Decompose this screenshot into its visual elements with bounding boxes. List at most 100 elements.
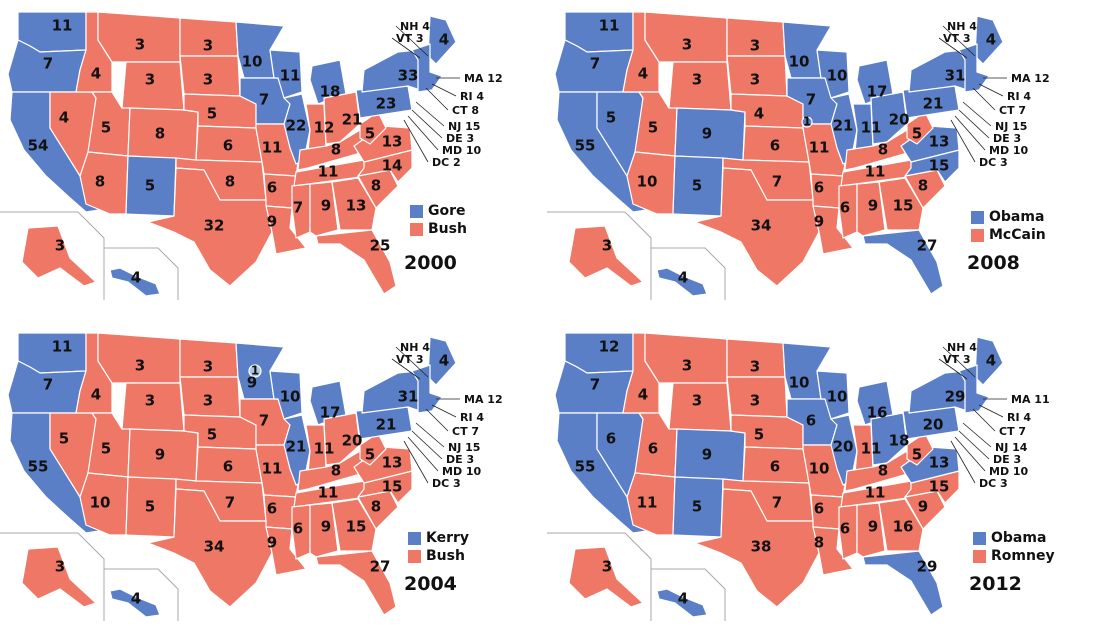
state-ga[interactable] bbox=[878, 498, 924, 552]
state-ga[interactable] bbox=[878, 177, 924, 231]
state-nc[interactable] bbox=[357, 149, 413, 183]
callout-label: RI 4 bbox=[1007, 411, 1031, 424]
state-nc[interactable] bbox=[904, 470, 960, 504]
map-panel-2000: 11 7 54 4 4 3 3 5 8 8 5 3 3 5 6 8 32 10 7 11 6 9 11 22 18 12 21 8 11… bbox=[0, 0, 547, 320]
ev-label-wv: 5 bbox=[912, 446, 922, 464]
legend-label: Bush bbox=[428, 221, 467, 237]
state-fl[interactable] bbox=[862, 229, 944, 295]
ev-label-va: 13 bbox=[382, 454, 403, 472]
state-oh[interactable] bbox=[323, 412, 361, 466]
state-nc[interactable] bbox=[904, 149, 960, 183]
callout-label: NJ 15 bbox=[448, 120, 480, 133]
state-fl[interactable] bbox=[315, 229, 397, 295]
ev-label-wi: 11 bbox=[280, 67, 301, 85]
ev-label-ia: 7 bbox=[259, 412, 269, 430]
state-al[interactable] bbox=[309, 502, 339, 558]
state-ne_new[interactable] bbox=[411, 43, 443, 93]
ev-label-co: 8 bbox=[155, 125, 165, 143]
state-fl[interactable] bbox=[862, 550, 944, 616]
legend: Kerry Bush bbox=[408, 529, 469, 565]
state-ak[interactable] bbox=[21, 546, 97, 608]
ev-label-mo: 11 bbox=[262, 460, 283, 478]
state-tx[interactable] bbox=[147, 167, 273, 287]
state-ak[interactable] bbox=[21, 225, 97, 287]
legend-swatch bbox=[408, 531, 421, 545]
ev-label-ga: 15 bbox=[893, 197, 914, 215]
state-hi[interactable] bbox=[109, 588, 161, 618]
state-ms[interactable] bbox=[291, 504, 311, 560]
ev-label-sd: 3 bbox=[750, 71, 760, 89]
callout-label: MD 10 bbox=[442, 465, 482, 478]
ev-label-or: 7 bbox=[43, 376, 53, 394]
state-ms[interactable] bbox=[838, 183, 858, 239]
callout-leader-line bbox=[950, 440, 976, 484]
state-ne_new[interactable] bbox=[411, 364, 443, 414]
callout-label: NJ 15 bbox=[448, 441, 480, 454]
state-il[interactable] bbox=[283, 414, 311, 486]
state-fl[interactable] bbox=[315, 550, 397, 616]
callout-label: RI 4 bbox=[1007, 90, 1031, 103]
map-panel-2004: 11 7 55 5 4 3 3 5 9 10 5 3 3 5 6 7 34 9 7 11 6 9 10 21 17 11 20 8 11… bbox=[0, 321, 547, 641]
state-oh[interactable] bbox=[870, 91, 908, 145]
ev-label-ia: 6 bbox=[806, 412, 816, 430]
ev-label-mn1: 1 bbox=[251, 364, 259, 378]
ev-label-nd: 3 bbox=[203, 37, 213, 55]
ev-label-oh: 20 bbox=[342, 432, 363, 450]
callout-leader-line bbox=[425, 408, 449, 432]
callout-label: DE 3 bbox=[446, 453, 474, 466]
ev-label-fl: 27 bbox=[370, 558, 391, 576]
state-al[interactable] bbox=[309, 181, 339, 237]
state-il[interactable] bbox=[283, 93, 311, 165]
state-ak[interactable] bbox=[568, 225, 644, 287]
ev-label-ny: 31 bbox=[398, 388, 419, 406]
state-ne_new[interactable] bbox=[958, 43, 990, 93]
state-oh[interactable] bbox=[870, 412, 908, 466]
state-hi[interactable] bbox=[656, 267, 708, 297]
state-oh[interactable] bbox=[323, 91, 361, 145]
callout-leader-line bbox=[415, 422, 445, 448]
state-tx[interactable] bbox=[147, 488, 273, 608]
state-ne_new[interactable] bbox=[958, 364, 990, 414]
year-label: 2000 bbox=[404, 252, 457, 274]
ev-label-sc: 8 bbox=[371, 177, 381, 195]
ev-label-co: 9 bbox=[155, 446, 165, 464]
legend-label: Gore bbox=[428, 203, 466, 219]
ev-label-tx: 38 bbox=[751, 538, 772, 556]
state-tx[interactable] bbox=[694, 488, 820, 608]
state-al[interactable] bbox=[856, 502, 886, 558]
state-ga[interactable] bbox=[331, 177, 377, 231]
state-tx[interactable] bbox=[694, 167, 820, 287]
state-il[interactable] bbox=[830, 93, 858, 165]
state-hi[interactable] bbox=[656, 588, 708, 618]
ev-label-fl: 25 bbox=[370, 237, 391, 255]
inset-divider-lines bbox=[547, 211, 726, 300]
state-ms[interactable] bbox=[838, 504, 858, 560]
ev-label-nm: 5 bbox=[692, 177, 702, 195]
ev-label-mn: 10 bbox=[242, 53, 263, 71]
state-nc[interactable] bbox=[357, 470, 413, 504]
ev-label-ky: 8 bbox=[878, 141, 888, 159]
callout-label: CT 8 bbox=[452, 104, 479, 117]
callout-leader-line bbox=[958, 430, 990, 460]
legend-entry: Obama bbox=[973, 529, 1055, 547]
state-ms[interactable] bbox=[291, 183, 311, 239]
state-al[interactable] bbox=[856, 181, 886, 237]
callout-leader-line bbox=[962, 101, 992, 127]
state-hi[interactable] bbox=[109, 267, 161, 297]
ev-label-in: 11 bbox=[861, 119, 882, 137]
ev-label-sd: 3 bbox=[750, 392, 760, 410]
legend-entry: Bush bbox=[410, 220, 467, 238]
legend-swatch bbox=[973, 549, 986, 563]
ev-label-il: 21 bbox=[286, 438, 307, 456]
state-il[interactable] bbox=[830, 414, 858, 486]
state-ne2[interactable] bbox=[801, 116, 813, 128]
ev-label-va: 13 bbox=[382, 133, 403, 151]
state-ak[interactable] bbox=[568, 546, 644, 608]
state-mn1[interactable] bbox=[248, 364, 262, 378]
ev-label-ky: 8 bbox=[331, 141, 341, 159]
ev-label-in: 11 bbox=[861, 440, 882, 458]
state-ga[interactable] bbox=[331, 498, 377, 552]
ev-label-in: 12 bbox=[314, 119, 335, 137]
ev-label-ia: 7 bbox=[806, 91, 816, 109]
